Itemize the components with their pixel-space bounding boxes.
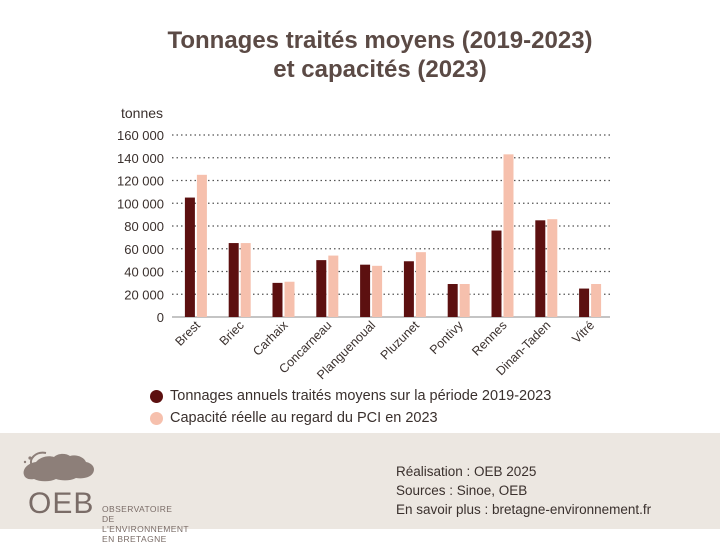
footer: OEB OBSERVATOIRE DE L'ENVIRONNEMENT EN B… (0, 433, 720, 544)
bar-capacite-planguenoual (372, 265, 383, 317)
bar-capacite-brest (196, 174, 207, 317)
bar-chart: 0 20 000 40 000 60 000 80 000 100 000 120 000 1… (117, 105, 610, 382)
logo-caption-line-2: DE L'ENVIRONNEMENT (102, 514, 189, 534)
legend-label-capacite: Capacité réelle au regard du PCI en 2023 (170, 410, 438, 426)
chart-title-line-2: et capacités (2023) (273, 56, 487, 83)
y-tick-label: 20 000 (124, 287, 164, 302)
y-axis-label: tonnes (121, 105, 163, 121)
legend-item-tonnages: Tonnages annuels traités moyens sur la p… (150, 385, 551, 407)
bar-capacite-pluzunet (415, 252, 426, 317)
bar-tonnage-briec (228, 243, 239, 317)
y-tick-label: 100 000 (117, 196, 164, 211)
bar-tonnage-concarneau (316, 260, 327, 317)
legend-swatch-tonnages (150, 389, 163, 403)
y-tick-label: 60 000 (124, 242, 164, 257)
bar-tonnage-vitr (579, 288, 590, 317)
logo-caption-line-3: EN BRETAGNE (102, 534, 167, 544)
x-tick-label: Carhaix (250, 318, 291, 359)
y-tick-label: 160 000 (117, 128, 164, 143)
y-tick-label: 80 000 (124, 219, 164, 234)
chart-title: Tonnages traités moyens (2019-2023) et c… (0, 26, 720, 84)
logo-caption-line-1: OBSERVATOIRE (102, 504, 173, 514)
x-tick-label: Rennes (469, 318, 509, 358)
bar-tonnage-carhaix (272, 282, 283, 317)
bar-tonnage-rennes (491, 230, 502, 317)
bar-capacite-briec (240, 243, 251, 317)
bar-tonnage-planguenoual (360, 264, 371, 317)
credit-sources: Sources : Sinoe, OEB (396, 483, 528, 498)
bar-capacite-vitr (591, 284, 602, 317)
bar-capacite-pontivy (459, 284, 470, 317)
chart-legend: Tonnages annuels traités moyens sur la p… (150, 385, 551, 429)
legend-item-capacite: Capacité réelle au regard du PCI en 2023 (150, 407, 551, 429)
bar-capacite-dinantaden (547, 219, 558, 317)
x-tick-label: Pluzunet (378, 318, 423, 363)
bar-capacite-concarneau (328, 255, 339, 317)
oeb-logo: OEB OBSERVATOIRE DE L'ENVIRONNEMENT EN B… (18, 445, 189, 544)
legend-label-tonnages: Tonnages annuels traités moyens sur la p… (170, 388, 552, 404)
x-tick-label: Vitré (569, 318, 597, 346)
y-tick-label: 0 (157, 310, 164, 325)
bar-tonnage-pluzunet (403, 261, 414, 317)
x-tick-label: Brest (172, 318, 203, 349)
x-tick-label: Pontivy (427, 318, 466, 357)
x-tick-label: Briec (217, 318, 247, 348)
bar-capacite-carhaix (284, 281, 295, 317)
credit-more-link[interactable]: En savoir plus : bretagne-environnement.… (396, 502, 652, 517)
credits: Réalisation : OEB 2025 Sources : Sinoe, … (396, 462, 651, 519)
bar-capacite-rennes (503, 154, 514, 317)
bar-tonnage-pontivy (447, 284, 458, 317)
brittany-map-icon (23, 451, 95, 482)
legend-swatch-capacite (150, 411, 163, 425)
bar-tonnage-dinantaden (535, 220, 546, 317)
logo-caption: OBSERVATOIRE DE L'ENVIRONNEMENT EN BRETA… (102, 504, 189, 544)
logo-letters: OEB (28, 487, 95, 520)
y-tick-label: 40 000 (124, 265, 164, 280)
bar-tonnage-brest (184, 197, 195, 317)
y-tick-label: 120 000 (117, 174, 164, 189)
chart-title-line-1: Tonnages traités moyens (2019-2023) (167, 27, 593, 54)
credit-realisation: Réalisation : OEB 2025 (396, 464, 537, 479)
y-tick-label: 140 000 (117, 151, 164, 166)
